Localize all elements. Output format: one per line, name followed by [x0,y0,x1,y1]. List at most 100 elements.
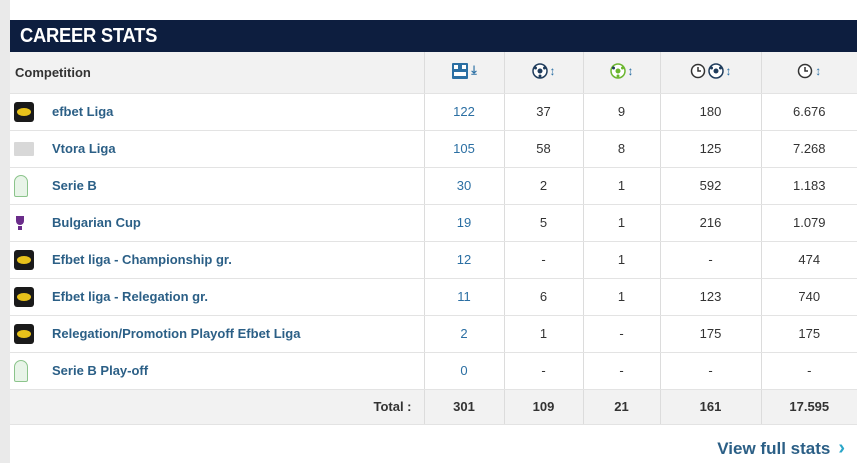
clock-icon [690,63,705,78]
appearances-icon [452,62,469,79]
sort-icon: ↕ [815,63,822,78]
appearances-value[interactable]: 19 [423,204,505,242]
minutes-per-goal-value: 216 [659,204,762,242]
competition-logo-icon [14,286,34,307]
assists-value: 1 [582,204,661,242]
minutes-per-goal-value: 125 [659,130,762,168]
minutes-played-value: 175 [760,315,857,353]
table-header-row: Competition ⤓ ↕ ↕ [10,52,857,94]
assists-value: 1 [582,278,661,316]
chevron-right-icon: › [838,437,845,459]
competition-logo-icon [14,101,34,122]
total-appearances: 301 [423,389,505,425]
competition-name-link[interactable]: Efbet liga - Championship gr. [52,241,425,279]
competition-logo-cell [10,93,52,131]
competition-name-link[interactable]: Efbet liga - Relegation gr. [52,278,425,316]
goals-value: 6 [503,278,584,316]
assists-value: 8 [582,130,661,168]
competition-logo-cell [10,315,52,353]
minutes-per-goal-value: - [659,241,762,279]
competition-logo-cell [10,241,52,279]
appearances-value[interactable]: 2 [423,315,505,353]
total-goals: 109 [503,389,584,425]
assists-value: 1 [582,241,661,279]
appearances-value[interactable]: 0 [423,352,505,390]
assists-value: 9 [582,93,661,131]
career-stats-table: Competition ⤓ ↕ ↕ [10,52,857,425]
goals-value: - [503,241,584,279]
competition-name-link[interactable]: Bulgarian Cup [52,204,425,242]
competition-logo-icon [14,142,34,157]
assists-value: - [582,352,661,390]
sort-icon: ↕ [725,63,732,78]
total-label: Total : [10,389,425,425]
table-row: Bulgarian Cup 19 5 1 216 1.079 [10,204,857,242]
appearances-value[interactable]: 30 [423,167,505,205]
competition-logo-icon [14,215,30,231]
table-row: Serie B 30 2 1 592 1.183 [10,167,857,205]
appearances-value[interactable]: 105 [423,130,505,168]
col-appearances[interactable]: ⤓ [423,52,505,94]
goals-icon [531,63,548,79]
table-row: Efbet liga - Championship gr. 12-1-474 [10,241,857,279]
col-goals[interactable]: ↕ [503,52,584,94]
minutes-played-value: 474 [760,241,857,279]
goals-value: - [503,352,584,390]
view-full-stats-link[interactable]: View full stats › [717,437,845,460]
sort-icon: ↕ [627,63,634,78]
section-title: CAREER STATS [20,25,158,47]
total-row: Total :301 109 21 161 17.595 [10,389,857,425]
minutes-per-goal-value: - [659,352,762,390]
minutes-per-goal-value: 175 [659,315,762,353]
assists-icon [609,63,626,79]
col-minutes-per-goal[interactable]: ↕ [659,52,762,94]
table-row: efbet Liga 122 37 9 180 6.676 [10,93,857,131]
competition-name-link[interactable]: Serie B [52,167,425,205]
competition-logo-cell [10,204,52,242]
competition-logo-icon [14,174,28,197]
competition-logo-cell [10,352,52,390]
table-row: Vtora Liga 105 58 8 125 7.268 [10,130,857,168]
goals-value: 1 [503,315,584,353]
assists-value: 1 [582,167,661,205]
col-minutes-played[interactable]: ↕ [760,52,857,94]
appearances-value[interactable]: 11 [423,278,505,316]
competition-name-link[interactable]: efbet Liga [52,93,425,131]
table-row: Relegation/Promotion Playoff Efbet Liga 2… [10,315,857,353]
minutes-played-value: - [760,352,857,390]
career-stats-header: CAREER STATS [10,20,857,52]
competition-name-link[interactable]: Vtora Liga [52,130,425,168]
view-full-stats-label: View full stats [717,438,831,458]
competition-logo-cell [10,278,52,316]
sort-icon: ↕ [549,63,556,78]
minutes-per-goal-value: 123 [659,278,762,316]
goals-value: 58 [503,130,584,168]
competition-logo-icon [14,359,28,382]
minutes-played-value: 1.079 [760,204,857,242]
sort-desc-icon: ⤓ [471,63,477,78]
appearances-value[interactable]: 12 [423,241,505,279]
minutes-played-value: 1.183 [760,167,857,205]
competition-logo-cell [10,130,52,168]
col-assists[interactable]: ↕ [582,52,661,94]
competition-logo-icon [14,323,34,344]
total-minutes-played: 17.595 [760,389,857,425]
minutes-played-icon [798,63,813,78]
minutes-played-value: 7.268 [760,130,857,168]
goals-value: 5 [503,204,584,242]
table-row: Serie B Play-off 0- - - - [10,352,857,390]
minutes-per-goal-icon [707,63,724,79]
minutes-per-goal-value: 592 [659,167,762,205]
competition-logo-icon [14,249,34,270]
minutes-played-value: 6.676 [760,93,857,131]
minutes-played-value: 740 [760,278,857,316]
competition-logo-cell [10,167,52,205]
competition-name-link[interactable]: Relegation/Promotion Playoff Efbet Liga [52,315,425,353]
goals-value: 37 [503,93,584,131]
appearances-value[interactable]: 122 [423,93,505,131]
total-minutes-per-goal: 161 [659,389,762,425]
total-assists: 21 [582,389,661,425]
competition-header: Competition [10,52,425,94]
competition-name-link[interactable]: Serie B Play-off [52,352,425,390]
minutes-per-goal-value: 180 [659,93,762,131]
